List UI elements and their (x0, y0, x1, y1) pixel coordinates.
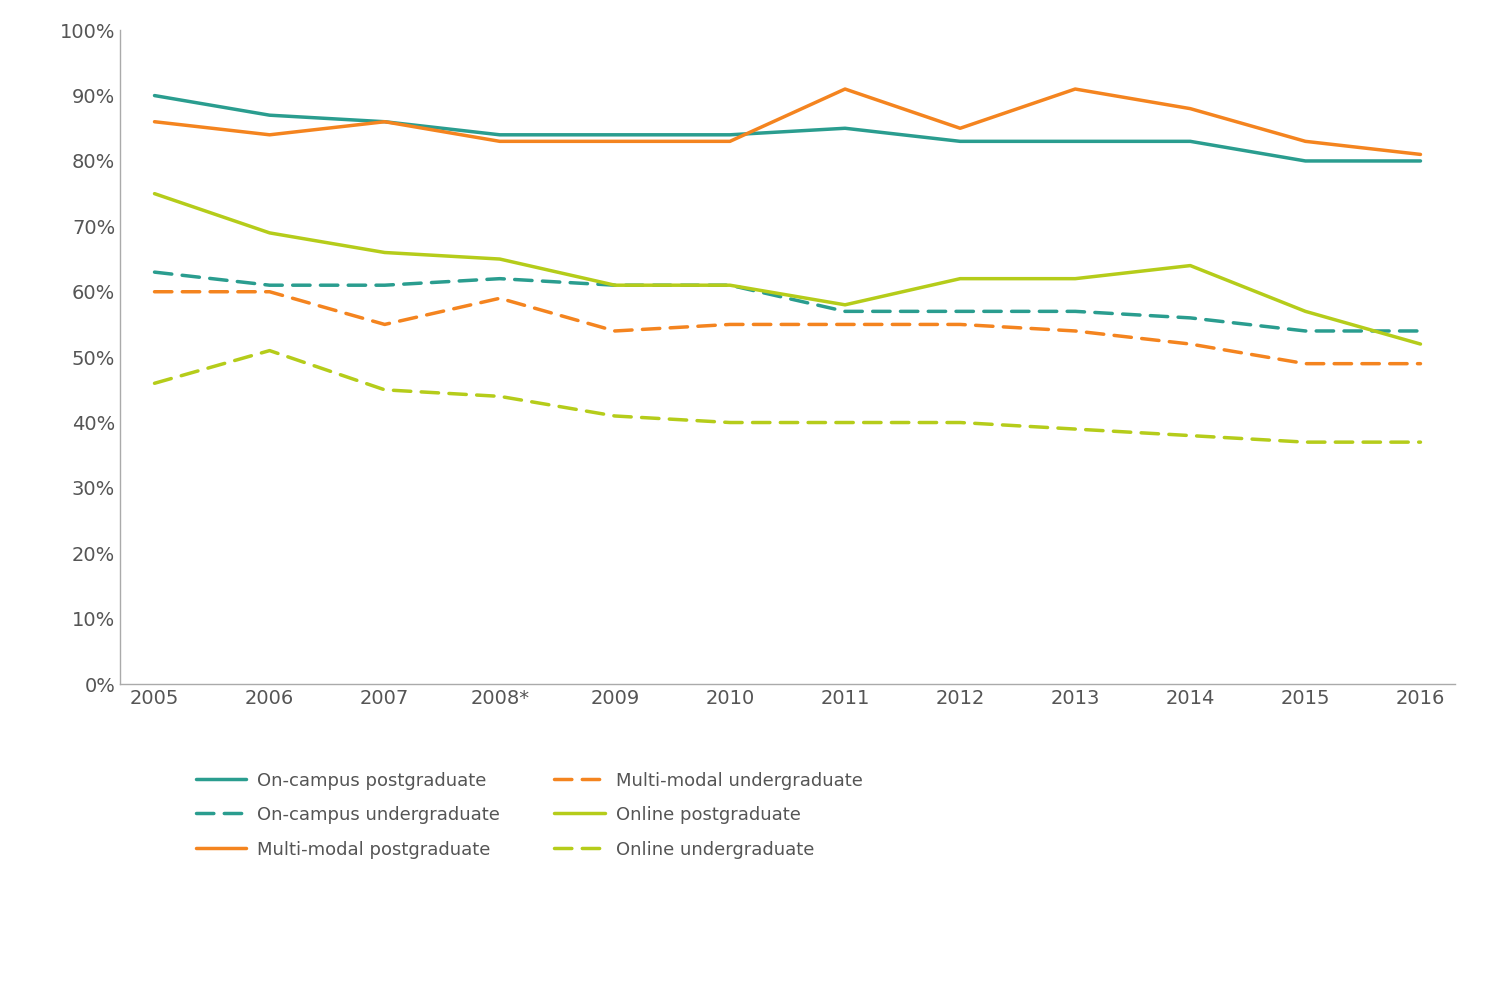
Online postgraduate (1182, 260, 1200, 272)
Multi-modal postgraduate (1412, 149, 1430, 161)
On-campus postgraduate (836, 123, 854, 135)
Online undergraduate (146, 377, 164, 389)
Line: Online postgraduate: Online postgraduate (154, 193, 1420, 344)
Online undergraduate (1182, 430, 1200, 442)
Multi-modal undergraduate (490, 293, 508, 305)
Online undergraduate (606, 410, 624, 423)
Online undergraduate (1066, 423, 1084, 435)
On-campus postgraduate (1182, 136, 1200, 148)
Multi-modal undergraduate (1412, 358, 1430, 370)
Multi-modal undergraduate (1066, 325, 1084, 337)
On-campus undergraduate (951, 306, 969, 318)
On-campus postgraduate (146, 90, 164, 102)
Multi-modal undergraduate (1182, 338, 1200, 350)
On-campus undergraduate (261, 280, 279, 292)
Legend: On-campus postgraduate, On-campus undergraduate, Multi-modal postgraduate, Multi: On-campus postgraduate, On-campus underg… (196, 772, 862, 859)
Online postgraduate (836, 299, 854, 311)
On-campus postgraduate (1296, 155, 1314, 167)
Multi-modal undergraduate (146, 286, 164, 298)
Multi-modal postgraduate (261, 129, 279, 141)
Online postgraduate (1066, 273, 1084, 285)
Line: Online undergraduate: Online undergraduate (154, 351, 1420, 443)
On-campus undergraduate (606, 280, 624, 292)
On-campus undergraduate (836, 306, 854, 318)
Multi-modal undergraduate (606, 325, 624, 337)
On-campus undergraduate (490, 273, 508, 285)
Multi-modal undergraduate (951, 318, 969, 330)
On-campus postgraduate (261, 110, 279, 122)
Multi-modal postgraduate (606, 136, 624, 148)
On-campus postgraduate (606, 129, 624, 141)
On-campus postgraduate (490, 129, 508, 141)
Online undergraduate (722, 416, 740, 429)
On-campus postgraduate (951, 136, 969, 148)
Line: On-campus undergraduate: On-campus undergraduate (154, 273, 1420, 331)
On-campus postgraduate (722, 129, 740, 141)
Online postgraduate (951, 273, 969, 285)
On-campus undergraduate (1296, 325, 1314, 337)
On-campus postgraduate (375, 116, 393, 128)
Multi-modal postgraduate (836, 83, 854, 96)
Online postgraduate (261, 227, 279, 239)
On-campus postgraduate (1412, 155, 1430, 167)
Line: Multi-modal undergraduate: Multi-modal undergraduate (154, 292, 1420, 364)
Online undergraduate (1296, 437, 1314, 449)
Online postgraduate (1296, 306, 1314, 318)
Online undergraduate (1412, 437, 1430, 449)
Multi-modal undergraduate (375, 318, 393, 330)
Multi-modal postgraduate (375, 116, 393, 128)
Multi-modal postgraduate (146, 116, 164, 128)
Multi-modal undergraduate (1296, 358, 1314, 370)
Multi-modal postgraduate (1296, 136, 1314, 148)
Online postgraduate (1412, 338, 1430, 350)
Online undergraduate (836, 416, 854, 429)
Multi-modal postgraduate (1066, 83, 1084, 96)
Online undergraduate (261, 344, 279, 357)
Multi-modal undergraduate (261, 286, 279, 298)
Line: Multi-modal postgraduate: Multi-modal postgraduate (154, 90, 1420, 155)
Multi-modal postgraduate (722, 136, 740, 148)
On-campus undergraduate (1182, 312, 1200, 324)
Multi-modal undergraduate (836, 318, 854, 330)
On-campus undergraduate (722, 280, 740, 292)
Multi-modal postgraduate (951, 123, 969, 135)
Online postgraduate (490, 254, 508, 266)
Online postgraduate (722, 280, 740, 292)
Line: On-campus postgraduate: On-campus postgraduate (154, 96, 1420, 161)
On-campus undergraduate (1412, 325, 1430, 337)
Online postgraduate (146, 187, 164, 199)
Online postgraduate (375, 246, 393, 259)
Multi-modal postgraduate (490, 136, 508, 148)
Online undergraduate (490, 390, 508, 402)
On-campus undergraduate (375, 280, 393, 292)
Multi-modal undergraduate (722, 318, 740, 330)
On-campus undergraduate (146, 267, 164, 279)
Multi-modal postgraduate (1182, 103, 1200, 115)
On-campus undergraduate (1066, 306, 1084, 318)
On-campus postgraduate (1066, 136, 1084, 148)
Online undergraduate (951, 416, 969, 429)
Online undergraduate (375, 384, 393, 396)
Online postgraduate (606, 280, 624, 292)
